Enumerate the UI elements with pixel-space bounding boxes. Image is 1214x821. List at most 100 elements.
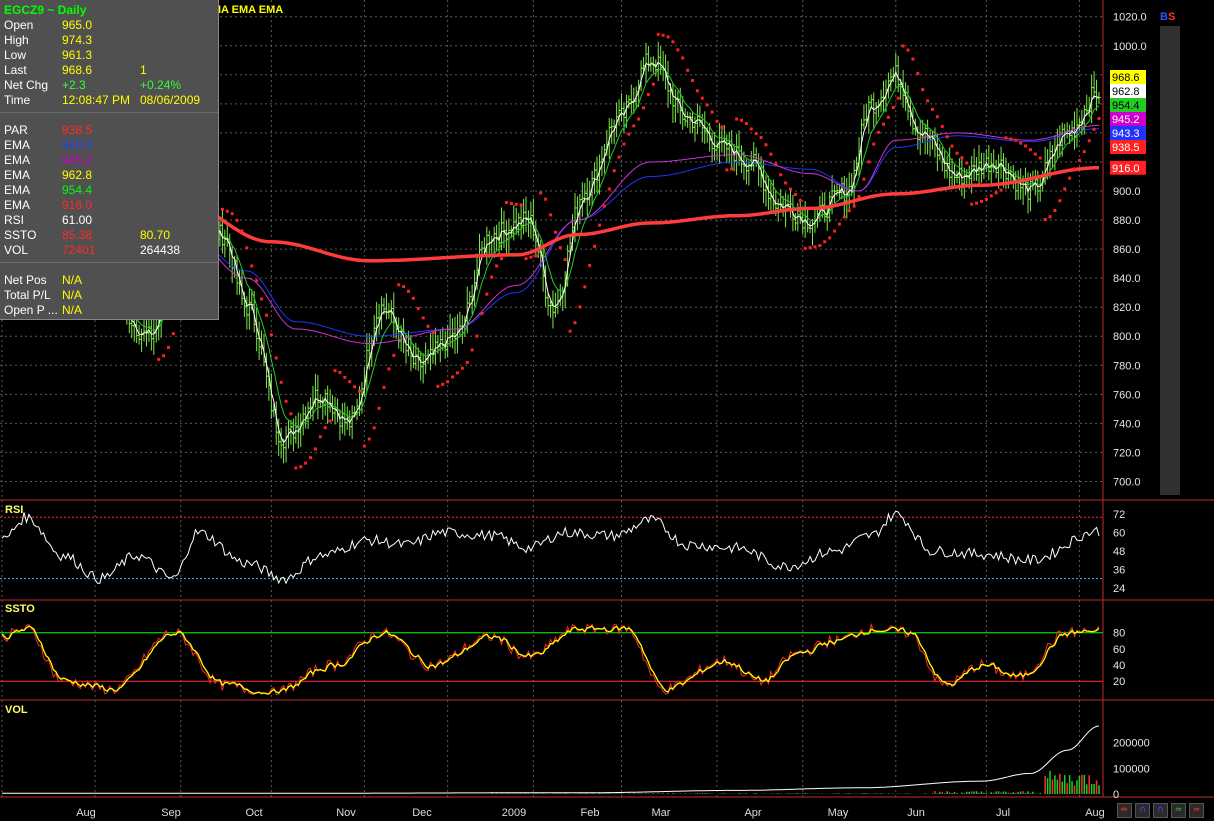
sar-dot	[490, 275, 494, 279]
sar-dot	[333, 369, 337, 373]
study-names: IA EMA EMA	[218, 4, 284, 16]
sar-dot	[975, 201, 979, 205]
studies-label: EMA	[4, 168, 31, 182]
sar-dot	[784, 181, 788, 185]
sar-dot	[313, 447, 317, 451]
sar-dot	[691, 78, 695, 82]
sar-dot	[475, 334, 479, 338]
sar-dot	[710, 110, 714, 114]
value-tag	[1110, 160, 1146, 175]
sar-dot	[612, 169, 616, 173]
rows-row: Net Chg +2.3 +0.24%	[4, 78, 181, 93]
rows-value: 12:08:47 PM	[62, 93, 131, 107]
sar-dot	[1043, 217, 1047, 221]
studies-value: 61.00	[62, 213, 93, 227]
sar-dot	[397, 283, 401, 287]
value-tag-text: 943.3	[1112, 128, 1140, 140]
sar-dot	[318, 435, 322, 439]
price-tick-label: 840.0	[1113, 273, 1141, 285]
rows-value: 965.0	[62, 18, 93, 32]
sar-dot	[769, 152, 773, 156]
sar-dot	[436, 384, 440, 388]
sar-dot	[906, 48, 910, 52]
studies-value: 954.4	[62, 183, 93, 197]
sar-dot	[837, 222, 841, 226]
sar-dot	[1058, 199, 1062, 203]
rsi-tick-label: 72	[1113, 509, 1125, 521]
sar-dot	[382, 385, 386, 389]
studies-row: EMA 962.8	[4, 168, 140, 183]
sar-dot	[759, 136, 763, 140]
studies-value: 72401	[62, 243, 96, 257]
sar-dot	[426, 324, 430, 328]
sar-dot	[431, 331, 435, 335]
sar-dot	[1063, 187, 1067, 191]
tool-button-2[interactable]: ∩	[1153, 803, 1168, 818]
sar-dot	[1004, 136, 1008, 140]
tool-button-1[interactable]: ∩	[1135, 803, 1150, 818]
rsi-line	[1, 510, 1100, 585]
sar-dot	[1097, 116, 1101, 120]
sar-dot	[1077, 158, 1081, 162]
sar-dot	[1038, 156, 1042, 160]
sar-dot	[1082, 150, 1086, 154]
buy-sell-toggle[interactable]: BS	[1160, 11, 1175, 23]
sar-dot	[720, 125, 724, 129]
sar-dot	[269, 333, 273, 337]
sar-dot	[955, 151, 959, 155]
sell-label[interactable]: S	[1167, 11, 1176, 23]
sar-dot	[264, 313, 268, 317]
tool-button-3[interactable]: ≈	[1171, 803, 1186, 818]
sar-dot	[764, 143, 768, 147]
sar-dot	[661, 33, 665, 37]
rsi-tick-label: 48	[1113, 546, 1125, 558]
sar-dot	[230, 212, 234, 216]
sar-dot	[485, 292, 489, 296]
sar-dot	[793, 193, 797, 197]
month-label: May	[828, 807, 849, 819]
sar-dot	[808, 246, 812, 250]
month-label: Dec	[412, 807, 432, 819]
sar-dot	[705, 103, 709, 107]
sar-dot	[411, 296, 415, 300]
sar-dot	[979, 199, 983, 203]
open-interest-line	[2, 725, 1100, 794]
value-tag	[1110, 70, 1146, 84]
studies-value: 938.5	[62, 123, 93, 137]
info-divider	[0, 112, 218, 113]
vol-tick-label: 0	[1113, 789, 1119, 801]
value-tag-text: 968.6	[1112, 72, 1140, 84]
rsi-tick-label: 24	[1113, 583, 1125, 595]
sar-dot	[970, 202, 974, 206]
sar-dot	[656, 32, 660, 36]
price-scrollbar[interactable]	[1160, 26, 1180, 495]
studies-value2: 264438	[140, 243, 181, 257]
position-row: Total P/L N/A	[4, 288, 140, 303]
position-label: Net Pos	[4, 273, 47, 287]
sar-dot	[583, 285, 587, 289]
sar-dot	[754, 132, 758, 136]
sar-dot	[1073, 167, 1077, 171]
sar-dot	[245, 246, 249, 250]
rows-row: Last 968.6 1	[4, 63, 147, 78]
tool-button-4[interactable]: ≈	[1189, 803, 1204, 818]
value-tag	[1110, 112, 1146, 126]
sar-dot	[916, 72, 920, 76]
sar-dot	[495, 264, 499, 268]
sar-dot	[539, 191, 543, 195]
sar-dot	[744, 122, 748, 126]
ssto-tick-label: 80	[1113, 628, 1125, 640]
month-label: 2009	[502, 807, 526, 819]
tool-button-0[interactable]: ⇷	[1117, 803, 1132, 818]
sar-dot	[852, 204, 856, 208]
symbol-label: EGCZ9 ~ Daily	[4, 3, 87, 17]
sar-dot	[862, 177, 866, 181]
rows-value2: 1	[140, 63, 147, 77]
buy-label[interactable]: B	[1160, 11, 1168, 23]
rows-value2: +0.24%	[140, 78, 182, 92]
month-label: Oct	[245, 807, 262, 819]
sar-dot	[289, 412, 293, 416]
sar-dot	[451, 375, 455, 379]
sar-dot	[157, 357, 161, 361]
sar-dot	[387, 367, 391, 371]
